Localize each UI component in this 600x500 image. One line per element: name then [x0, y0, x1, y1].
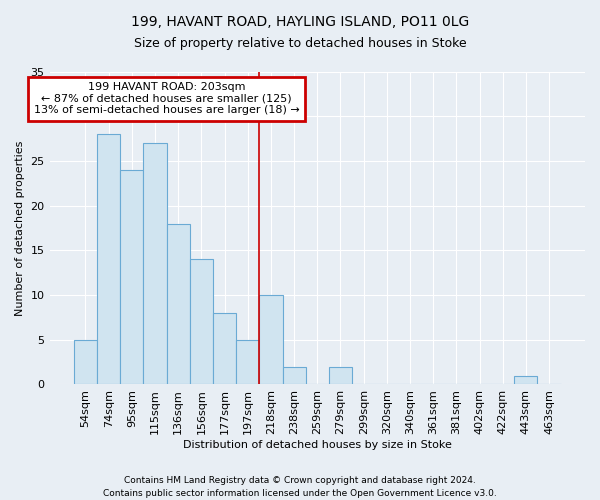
Bar: [143, 143, 167, 384]
Bar: [514, 376, 538, 384]
Bar: [213, 313, 236, 384]
Y-axis label: Number of detached properties: Number of detached properties: [15, 140, 25, 316]
Bar: [97, 134, 120, 384]
Text: 199, HAVANT ROAD, HAYLING ISLAND, PO11 0LG: 199, HAVANT ROAD, HAYLING ISLAND, PO11 0…: [131, 15, 469, 29]
Bar: [236, 340, 259, 384]
Bar: [167, 224, 190, 384]
X-axis label: Distribution of detached houses by size in Stoke: Distribution of detached houses by size …: [183, 440, 452, 450]
Bar: [329, 366, 352, 384]
Bar: [120, 170, 143, 384]
Text: Contains HM Land Registry data © Crown copyright and database right 2024.: Contains HM Land Registry data © Crown c…: [124, 476, 476, 485]
Bar: [283, 366, 305, 384]
Bar: [190, 260, 213, 384]
Text: Contains public sector information licensed under the Open Government Licence v3: Contains public sector information licen…: [103, 488, 497, 498]
Text: 199 HAVANT ROAD: 203sqm
← 87% of detached houses are smaller (125)
13% of semi-d: 199 HAVANT ROAD: 203sqm ← 87% of detache…: [34, 82, 299, 116]
Text: Size of property relative to detached houses in Stoke: Size of property relative to detached ho…: [134, 38, 466, 51]
Bar: [74, 340, 97, 384]
Bar: [259, 295, 283, 384]
